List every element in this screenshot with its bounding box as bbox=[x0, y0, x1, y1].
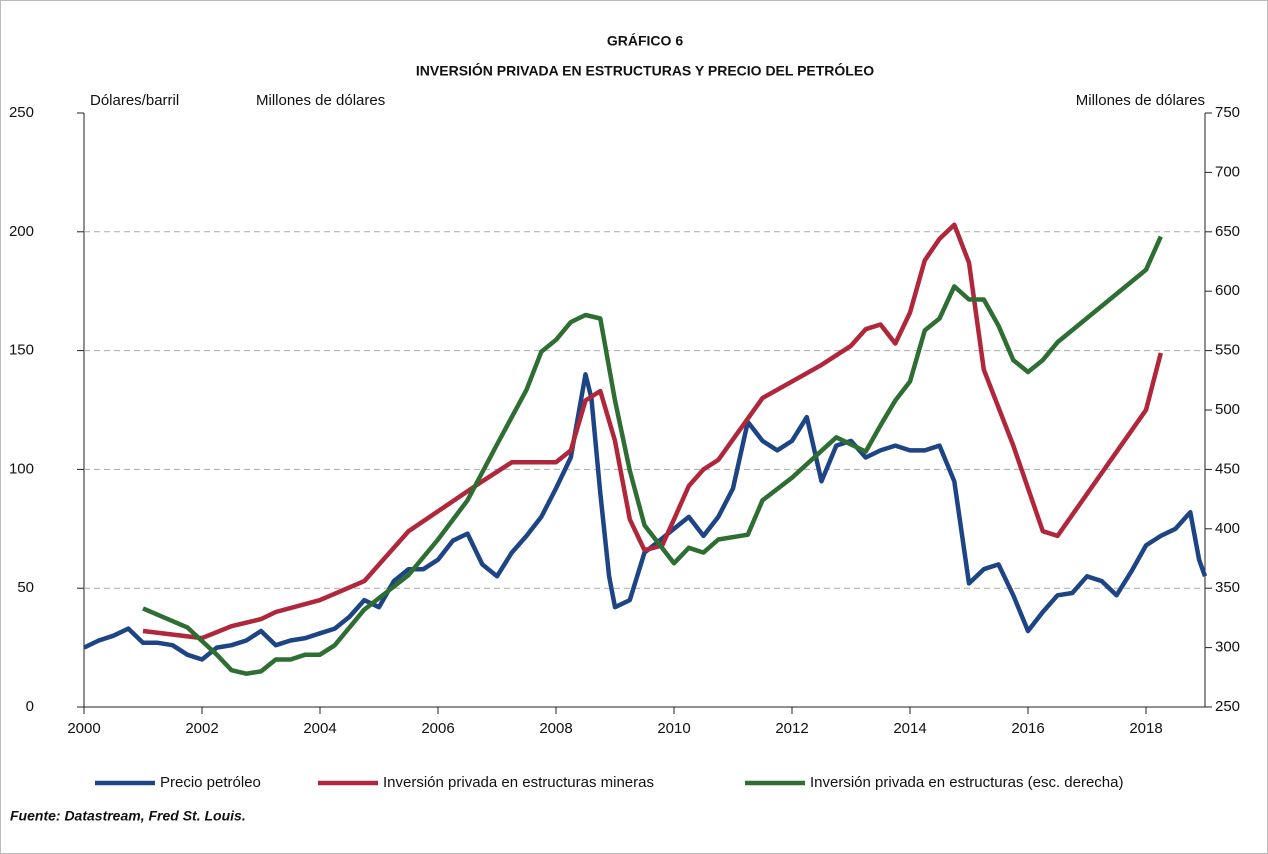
y-tick-label: 250 bbox=[9, 104, 34, 121]
chart-subtitle: INVERSIÓN PRIVADA EN ESTRUCTURAS Y PRECI… bbox=[416, 62, 874, 79]
x-tick-label: 2004 bbox=[303, 720, 336, 737]
y2-tick-label: 600 bbox=[1215, 282, 1240, 299]
y2-tick-label: 750 bbox=[1215, 104, 1240, 121]
x-tick-label: 2006 bbox=[421, 720, 454, 737]
y-tick-label: 0 bbox=[26, 698, 34, 715]
legend-label: Precio petróleo bbox=[160, 774, 261, 791]
source: Fuente: Datastream, Fred St. Louis. bbox=[10, 808, 246, 824]
series-line bbox=[142, 235, 1163, 676]
x-tick-label: 2002 bbox=[185, 720, 218, 737]
y2-tick-label: 450 bbox=[1215, 460, 1240, 477]
series-line bbox=[83, 372, 1208, 662]
x-tick-label: 2012 bbox=[775, 720, 808, 737]
x-tick-label: 2010 bbox=[657, 720, 690, 737]
y-axis-label: Millones de dólares bbox=[256, 92, 385, 109]
y-tick-label: 150 bbox=[9, 342, 34, 359]
y2-tick-label: 650 bbox=[1215, 223, 1240, 240]
y-tick-label: 100 bbox=[9, 460, 34, 477]
x-tick-label: 2008 bbox=[539, 720, 572, 737]
y-axis-label: Dólares/barril bbox=[90, 92, 179, 109]
y-tick-label: 200 bbox=[9, 223, 34, 240]
y2-axis-label: Millones de dólares bbox=[1076, 92, 1205, 109]
y-tick-label: 50 bbox=[17, 579, 34, 596]
chart-title: GRÁFICO 6 bbox=[607, 33, 683, 49]
y2-tick-label: 700 bbox=[1215, 163, 1240, 180]
x-tick-label: 2014 bbox=[893, 720, 926, 737]
y2-tick-label: 300 bbox=[1215, 639, 1240, 656]
legend-label: Inversión privada en estructuras mineras bbox=[383, 774, 654, 791]
y2-tick-label: 250 bbox=[1215, 698, 1240, 715]
x-tick-label: 2000 bbox=[67, 720, 100, 737]
series-line bbox=[142, 222, 1163, 641]
legend-label: Inversión privada en estructuras (esc. d… bbox=[810, 774, 1123, 791]
x-tick-label: 2018 bbox=[1129, 720, 1162, 737]
y2-tick-label: 500 bbox=[1215, 401, 1240, 418]
x-tick-label: 2016 bbox=[1011, 720, 1044, 737]
y2-tick-label: 550 bbox=[1215, 342, 1240, 359]
y2-tick-label: 400 bbox=[1215, 520, 1240, 537]
y2-tick-label: 350 bbox=[1215, 579, 1240, 596]
